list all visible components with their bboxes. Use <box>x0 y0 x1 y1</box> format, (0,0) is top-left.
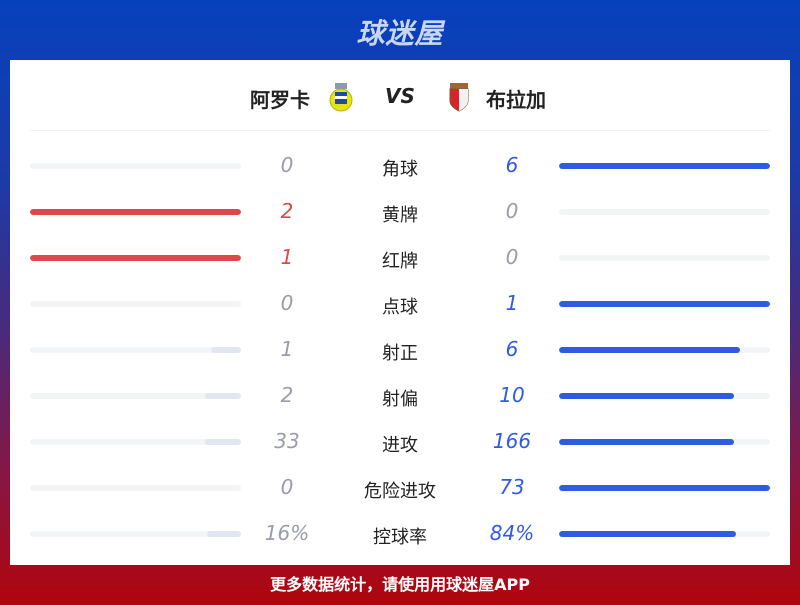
away-bar-fill <box>559 347 741 353</box>
away-value: 6 <box>505 337 519 361</box>
stat-label: 危险进攻 <box>364 481 436 502</box>
away-value: 73 <box>499 475 525 499</box>
away-value: 6 <box>505 153 519 177</box>
stat-label: 角球 <box>382 159 418 180</box>
home-bar-track <box>30 347 241 353</box>
home-value: 0 <box>280 291 294 315</box>
away-bar-track <box>559 255 770 261</box>
home-value: 1 <box>280 245 294 269</box>
away-bar-fill <box>559 485 770 491</box>
away-team-name: 布拉加 <box>486 88 546 112</box>
away-bar-track <box>559 531 770 537</box>
stat-row: 2 射偏 10 <box>10 381 790 411</box>
stat-row: 1 红牌 0 <box>10 243 790 273</box>
stat-label: 点球 <box>382 297 418 318</box>
home-value: 0 <box>280 475 294 499</box>
home-team-name: 阿罗卡 <box>250 88 310 112</box>
home-bar-track <box>30 209 241 215</box>
home-team-badge-icon <box>329 83 353 112</box>
home-value: 33 <box>274 429 300 453</box>
home-bar-track <box>30 163 241 169</box>
away-bar-track <box>559 347 770 353</box>
stat-label: 射正 <box>382 343 418 364</box>
away-bar-track <box>559 439 770 445</box>
home-bar-fill <box>30 255 241 261</box>
home-bar-fill <box>211 347 241 353</box>
versus-label: VS <box>385 84 415 108</box>
stat-row: 16% 控球率 84% <box>10 519 790 549</box>
home-value: 2 <box>280 383 294 407</box>
home-value: 1 <box>280 337 294 361</box>
match-header: 阿罗卡 VS 布拉加 <box>10 82 790 112</box>
stat-row: 0 点球 1 <box>10 289 790 319</box>
away-bar-track <box>559 301 770 307</box>
stat-label: 红牌 <box>382 251 418 272</box>
home-bar-fill <box>207 531 241 537</box>
home-bar-track <box>30 255 241 261</box>
away-bar-fill <box>559 163 770 169</box>
away-bar-fill <box>559 439 735 445</box>
away-bar-track <box>559 485 770 491</box>
stat-label: 进攻 <box>382 435 418 456</box>
home-bar-track <box>30 531 241 537</box>
brand-logo: 球迷屋 <box>356 17 444 50</box>
away-value: 84% <box>489 521 535 545</box>
away-bar-track <box>559 163 770 169</box>
home-value: 2 <box>280 199 294 223</box>
away-value: 10 <box>499 383 525 407</box>
away-value: 0 <box>505 199 519 223</box>
home-bar-fill <box>205 439 241 445</box>
home-bar-fill <box>205 393 241 399</box>
away-bar-fill <box>559 393 735 399</box>
stats-card: 阿罗卡 VS 布拉加 0 角球 6 2 黄牌 0 1 红牌 0 0 点球 1 <box>10 60 790 565</box>
stat-row: 0 危险进攻 73 <box>10 473 790 503</box>
home-bar-track <box>30 393 241 399</box>
home-bar-track <box>30 439 241 445</box>
stat-label: 控球率 <box>373 527 427 548</box>
away-value: 166 <box>492 429 532 453</box>
home-value: 0 <box>280 153 294 177</box>
away-bar-track <box>559 393 770 399</box>
stat-label: 黄牌 <box>382 205 418 226</box>
home-bar-fill <box>30 209 241 215</box>
away-bar-track <box>559 209 770 215</box>
stat-row: 1 射正 6 <box>10 335 790 365</box>
away-value: 0 <box>505 245 519 269</box>
stat-row: 0 角球 6 <box>10 151 790 181</box>
away-value: 1 <box>505 291 519 315</box>
away-bar-fill <box>559 301 770 307</box>
stat-label: 射偏 <box>382 389 418 410</box>
stat-row: 33 进攻 166 <box>10 427 790 457</box>
home-value: 16% <box>264 521 310 545</box>
footer-app-promo[interactable]: 更多数据统计，请使用用球迷屋APP <box>270 575 530 594</box>
away-bar-fill <box>559 531 737 537</box>
divider <box>30 130 770 131</box>
stat-row: 2 黄牌 0 <box>10 197 790 227</box>
home-bar-track <box>30 485 241 491</box>
home-bar-track <box>30 301 241 307</box>
away-team-badge-icon <box>449 83 469 112</box>
